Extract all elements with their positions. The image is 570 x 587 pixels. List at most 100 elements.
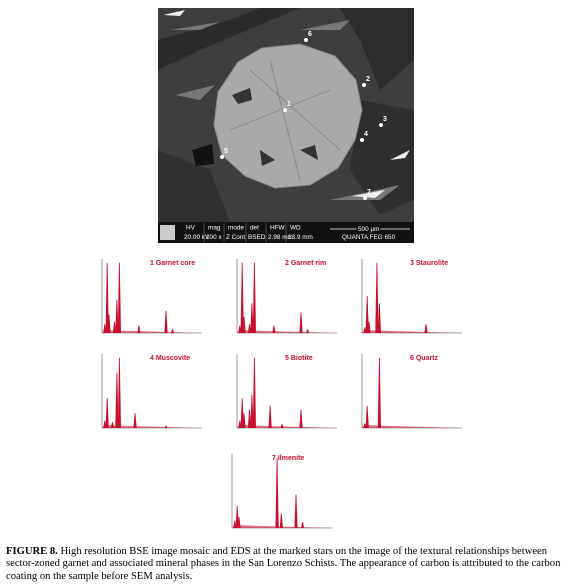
peak bbox=[115, 299, 119, 333]
peak bbox=[299, 409, 303, 428]
markers: 1 2 3 4 5 6 7 bbox=[220, 31, 387, 200]
marker-star bbox=[360, 138, 364, 142]
inclusion bbox=[192, 144, 214, 166]
peak bbox=[252, 357, 256, 428]
peak bbox=[105, 398, 109, 428]
marker-label: 3 bbox=[383, 116, 387, 123]
marker-star bbox=[304, 38, 308, 42]
peak bbox=[275, 457, 279, 528]
spectrum-panel: 6 Quartz bbox=[361, 354, 462, 429]
databar-value: 13.9 mm bbox=[288, 234, 313, 241]
marker-star bbox=[379, 123, 383, 127]
peak bbox=[268, 405, 272, 428]
inclusion bbox=[232, 88, 318, 166]
peak bbox=[242, 413, 246, 428]
peak bbox=[137, 325, 141, 333]
spectrum-title: 2 Garnet rim bbox=[285, 260, 326, 267]
peak bbox=[299, 312, 303, 333]
peak bbox=[252, 262, 256, 333]
peak bbox=[233, 520, 237, 528]
peak bbox=[424, 324, 428, 333]
peak bbox=[117, 357, 121, 428]
caption-label: FIGURE 8. bbox=[6, 546, 58, 557]
peak bbox=[365, 296, 369, 333]
peak bbox=[103, 324, 107, 333]
marker-star bbox=[363, 196, 367, 200]
marker-star bbox=[220, 155, 224, 159]
scale-bar-label: 500 µm bbox=[358, 226, 379, 233]
peak bbox=[242, 316, 246, 333]
background-continuum bbox=[362, 330, 462, 333]
sem-band bbox=[340, 8, 414, 90]
sem-band bbox=[158, 150, 230, 222]
spectrum-panel: 1 Garnet core bbox=[101, 259, 202, 334]
peak bbox=[247, 324, 252, 333]
spectrum-title: 6 Quartz bbox=[410, 355, 439, 362]
peak bbox=[110, 422, 114, 428]
peak bbox=[115, 372, 119, 428]
peak bbox=[117, 262, 121, 333]
peak bbox=[367, 321, 371, 333]
databar-value: Z Cont bbox=[226, 234, 245, 241]
background-continuum bbox=[237, 330, 337, 333]
databar-header: mag bbox=[208, 225, 221, 232]
figure: HV 20.00 kV mag 100 x mode Z Cont det BSED HFW 2.… bbox=[101, 8, 462, 529]
background-continuum bbox=[232, 525, 332, 528]
caption-text: High resolution BSE image mosaic and EDS… bbox=[6, 546, 561, 582]
peak bbox=[294, 494, 298, 528]
marker-label: 5 bbox=[224, 148, 228, 155]
marker-label: 2 bbox=[366, 76, 370, 83]
peak bbox=[238, 325, 242, 333]
peak bbox=[164, 425, 168, 428]
peak bbox=[171, 329, 175, 333]
spectrum-title: 1 Garnet core bbox=[150, 260, 195, 267]
databar-header: HV bbox=[186, 225, 196, 232]
garnet-grain bbox=[213, 43, 363, 189]
peak bbox=[272, 325, 276, 333]
spectrum-title: 4 Muscovite bbox=[150, 355, 190, 362]
databar-value: 20.00 kV bbox=[184, 234, 210, 241]
peak bbox=[103, 420, 107, 428]
spectrum-title: 3 Staurolite bbox=[410, 260, 448, 267]
marker-label: 4 bbox=[364, 131, 368, 138]
marker-label: 6 bbox=[308, 31, 312, 38]
marker-star bbox=[362, 83, 366, 87]
peak bbox=[250, 394, 254, 428]
peak bbox=[250, 303, 254, 333]
background-continuum bbox=[102, 425, 202, 428]
sem-image bbox=[158, 8, 414, 243]
peak bbox=[247, 409, 252, 428]
sem-band bbox=[158, 8, 300, 70]
peak bbox=[377, 303, 381, 333]
peak bbox=[365, 405, 369, 428]
instrument: QUANTA FEG 650 bbox=[342, 234, 396, 241]
databar-value: BSED bbox=[248, 234, 266, 241]
peak bbox=[107, 314, 111, 333]
peak bbox=[363, 423, 367, 428]
databar-header: HFW bbox=[270, 225, 286, 232]
peak bbox=[375, 262, 379, 333]
marker-star bbox=[283, 108, 287, 112]
databar-header: det bbox=[250, 225, 259, 232]
spectra: 1 Garnet core 2 Garnet rim 3 Staurolite 4 M… bbox=[101, 259, 462, 529]
background-continuum bbox=[102, 330, 202, 333]
logo bbox=[160, 225, 175, 240]
databar-header: mode bbox=[228, 225, 244, 232]
spectrum-panel: 7 Ilmenite bbox=[231, 454, 332, 529]
marker-label: 7 bbox=[367, 189, 371, 196]
peak bbox=[279, 513, 283, 528]
peak bbox=[105, 262, 109, 333]
peak bbox=[240, 262, 244, 333]
spectrum-panel: 4 Muscovite bbox=[101, 354, 202, 429]
peak bbox=[306, 329, 310, 333]
peak bbox=[363, 327, 367, 333]
crack bbox=[229, 59, 341, 181]
spectrum-panel: 2 Garnet rim bbox=[236, 259, 337, 334]
peak bbox=[301, 522, 305, 528]
spectrum-title: 5 Biotite bbox=[285, 355, 313, 362]
spectrum-panel: 3 Staurolite bbox=[361, 259, 462, 334]
databar-header: WD bbox=[290, 225, 301, 232]
spectrum-panel: 5 Biotite bbox=[236, 354, 337, 429]
databar-value: 100 x bbox=[206, 234, 222, 241]
